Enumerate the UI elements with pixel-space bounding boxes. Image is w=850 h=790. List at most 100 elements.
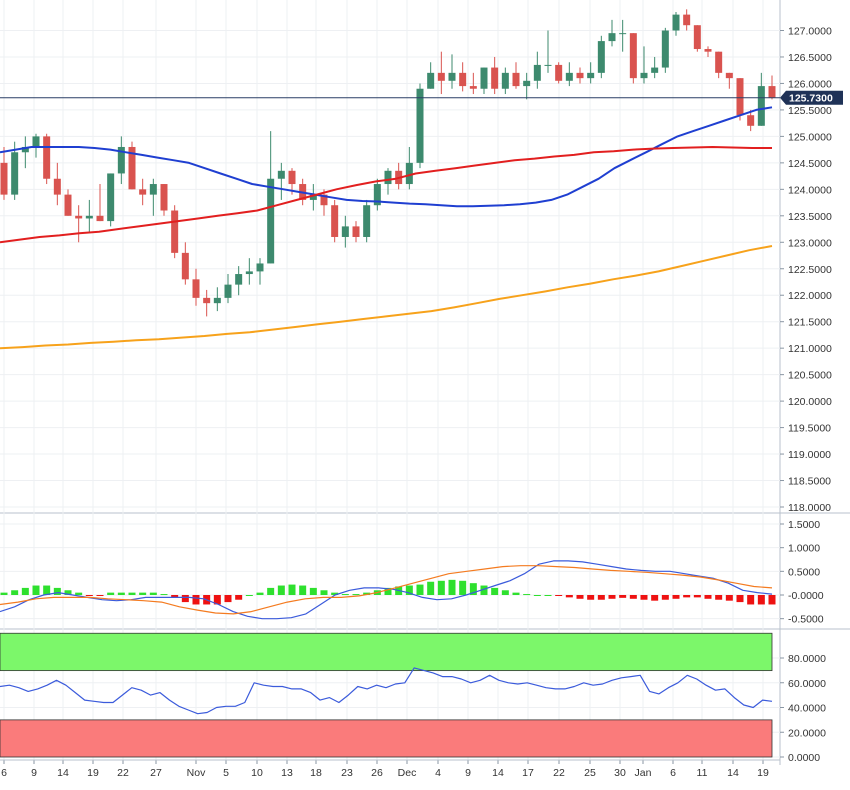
x-tick-label: 13 [281, 767, 293, 779]
candle-up [85, 215, 93, 219]
candle-up [619, 33, 627, 35]
macd-bar-positive [341, 594, 349, 596]
x-tick-label: Dec [398, 767, 417, 779]
x-tick-label: 11 [697, 767, 708, 779]
macd-bar-positive [117, 592, 125, 595]
macd-bar-positive [256, 592, 264, 595]
candle-up [341, 226, 349, 237]
x-tick-label: 14 [727, 767, 739, 779]
candle-down [629, 33, 637, 79]
candle-down [43, 136, 51, 179]
macd-bar-negative [608, 595, 616, 599]
price-tick-label: 118.0000 [788, 502, 831, 514]
candle-up [149, 184, 157, 195]
macd-bar-negative [640, 595, 648, 600]
macd-signal-line [0, 565, 773, 615]
candle-up [587, 72, 595, 79]
macd-bar-positive [299, 585, 307, 595]
macd-bar-negative [725, 595, 733, 601]
rsi-line [0, 667, 773, 715]
candle-up [363, 205, 371, 237]
price-tick-label: 120.0000 [788, 396, 832, 408]
candle-up [384, 170, 392, 185]
macd-tick-label: 1.0000 [788, 543, 820, 555]
candle-up [640, 72, 648, 79]
candle-up [448, 72, 456, 81]
price-tick-label: 123.0000 [788, 237, 832, 249]
candle-up [32, 136, 40, 147]
candle-down [128, 146, 136, 190]
price-panel [0, 9, 780, 350]
macd-bar-negative [619, 595, 627, 598]
candle-up [21, 146, 29, 153]
macd-bar-negative [629, 595, 637, 599]
price-tick-label: 118.5000 [788, 476, 831, 488]
candle-down [288, 170, 296, 185]
macd-tick-label: -0.0000 [788, 590, 824, 602]
candle-down [181, 252, 189, 280]
macd-bar-positive [363, 592, 371, 595]
candle-down [53, 178, 61, 195]
rsi-tick-label: 20.0000 [788, 727, 826, 739]
rsi-oversold-zone [0, 719, 773, 758]
candle-up [405, 162, 413, 185]
macd-bar-negative [747, 595, 755, 605]
x-tick-label: 10 [251, 767, 263, 779]
macd-bar-positive [480, 585, 488, 595]
macd-bar-negative [96, 595, 104, 596]
macd-bar-negative [565, 595, 573, 598]
macd-bar-positive [75, 592, 83, 595]
x-tick-label: 30 [614, 767, 626, 779]
x-tick-label: 9 [31, 767, 37, 779]
x-tick-label: 9 [465, 767, 471, 779]
candle-up [672, 14, 680, 31]
macd-bar-positive [331, 592, 339, 595]
macd-bar-negative [597, 595, 605, 600]
macd-bar-positive [533, 595, 541, 596]
price-tick-label: 121.0000 [788, 343, 832, 355]
price-tick-label: 126.0000 [788, 78, 832, 90]
x-tick-label: 25 [584, 767, 596, 779]
macd-bar-negative [768, 595, 776, 605]
x-tick-label: 26 [371, 767, 383, 779]
candle-down [512, 72, 520, 87]
macd-bar-negative [672, 595, 680, 599]
candle-down [576, 72, 584, 79]
candle-up [373, 184, 381, 206]
sma-orange-line [0, 245, 773, 350]
candle-down [139, 189, 147, 195]
candle-up [416, 88, 424, 163]
candle-up [651, 67, 659, 73]
macd-bar-positive [43, 585, 51, 595]
x-tick-label: 22 [117, 767, 129, 779]
x-tick-label: Jan [635, 767, 652, 779]
candle-up [107, 173, 115, 222]
candle-down [469, 86, 477, 89]
candle-down [725, 72, 733, 79]
candle-up [523, 80, 531, 87]
price-tick-label: 125.0000 [788, 131, 832, 143]
macd-bar-negative [576, 595, 584, 599]
rsi-tick-label: 40.0000 [788, 703, 826, 715]
x-tick-label: 4 [435, 767, 441, 779]
macd-bar-positive [523, 594, 531, 596]
rsi-overbought-zone [0, 632, 773, 672]
macd-bar-positive [416, 584, 424, 595]
candle-down [192, 279, 200, 298]
x-tick-label: 23 [341, 767, 353, 779]
macd-bar-positive [107, 592, 115, 595]
macd-bar-positive [0, 592, 8, 595]
candle-up [267, 178, 275, 264]
macd-bar-positive [32, 585, 40, 595]
candle-down [203, 297, 211, 304]
macd-bar-positive [448, 579, 456, 595]
macd-tick-label: -0.5000 [788, 614, 824, 626]
macd-bar-negative [224, 595, 232, 603]
candle-down [459, 72, 467, 87]
macd-bar-negative [736, 595, 744, 603]
candle-down [352, 226, 360, 237]
candle-up [757, 86, 765, 126]
macd-tick-label: 1.5000 [788, 519, 820, 531]
